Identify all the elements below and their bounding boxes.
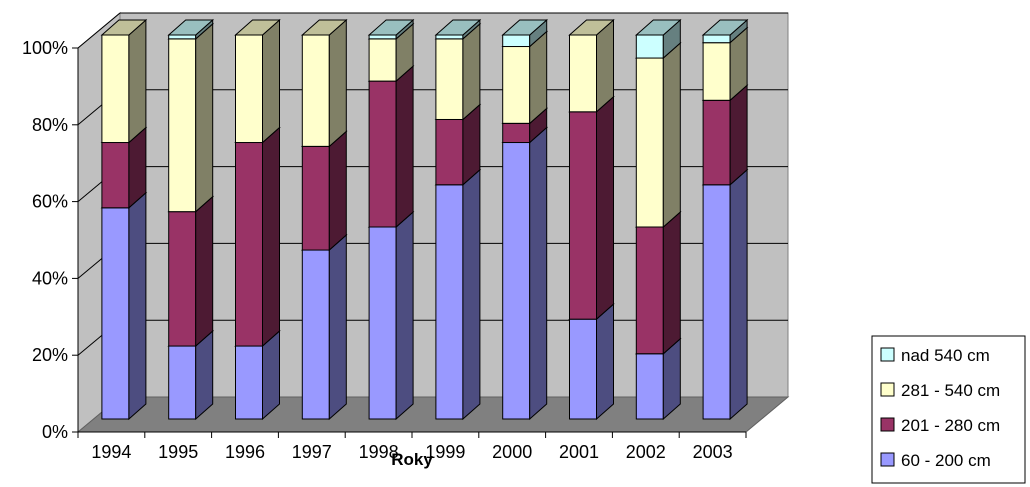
x-tick-label: 2001	[559, 442, 599, 462]
bar-segment	[568, 303, 615, 421]
bar-segment	[568, 18, 615, 113]
bar-segment	[367, 64, 415, 229]
legend-label: nad 540 cm	[901, 346, 990, 365]
x-tick-label: 2002	[626, 442, 666, 462]
legend-label: 60 - 200 cm	[901, 451, 991, 470]
x-tick-label: 1995	[158, 442, 198, 462]
y-tick-label: 60%	[32, 192, 68, 212]
bar-segment	[568, 95, 615, 321]
x-tick-label: 1994	[91, 442, 131, 462]
bar-segment	[300, 233, 348, 421]
legend-swatch	[880, 382, 895, 397]
y-tick-label: 20%	[32, 345, 68, 365]
legend-label: 281 - 540 cm	[901, 381, 1000, 400]
legend-swatch	[880, 347, 895, 362]
x-axis-ticks: 1994 1995 1996 1997 1998 1999 2000 2001 2002 2003	[91, 442, 732, 462]
bar-segment	[100, 191, 148, 421]
x-axis-title: Roky	[391, 450, 433, 469]
legend-item: 281 - 540 cm	[880, 381, 1000, 400]
bar-segment	[501, 18, 549, 48]
bar-segment	[234, 126, 281, 348]
legend-box	[871, 335, 1026, 484]
x-tick-label: 1997	[292, 442, 332, 462]
y-tick-label: 0%	[42, 422, 68, 442]
legend-item: 201 - 280 cm	[880, 416, 1000, 435]
bar-segment	[701, 18, 749, 44]
bar-segment	[634, 337, 682, 421]
bar-segment	[367, 210, 415, 421]
bar-segment	[300, 130, 348, 252]
y-tick-label: 80%	[32, 115, 68, 135]
gridline-side	[77, 12, 121, 49]
bar-segment	[634, 210, 682, 355]
bar-segment	[434, 18, 482, 40]
y-tick-label: 40%	[32, 268, 68, 288]
bar-segment	[100, 18, 148, 144]
x-tick-label: 1996	[225, 442, 265, 462]
bars	[100, 18, 749, 421]
bar-segment	[167, 195, 215, 348]
x-tick-label: 1999	[425, 442, 465, 462]
bar-segment	[701, 168, 749, 421]
bar-segment	[367, 18, 415, 40]
bar-segment	[634, 41, 682, 229]
y-tick-label: 100%	[22, 38, 68, 58]
legend-label: 201 - 280 cm	[901, 416, 1000, 435]
bar-segment	[501, 126, 549, 421]
bar-segment	[167, 22, 215, 213]
bar-segment	[434, 168, 482, 421]
y-axis-ticks: 0% 20% 40% 60% 80% 100%	[22, 38, 68, 442]
axes	[72, 47, 747, 438]
x-tick-label: 2003	[693, 442, 733, 462]
bar-segment	[634, 18, 682, 60]
x-tick-label: 2000	[492, 442, 532, 462]
legend: nad 540 cm 281 - 540 cm 201 - 280 cm 60 - 2…	[871, 335, 1026, 484]
legend-item: 60 - 200 cm	[880, 451, 991, 470]
legend-item: nad 540 cm	[880, 346, 990, 365]
bar-segment	[167, 18, 215, 40]
bar-segment	[234, 18, 281, 144]
legend-swatch	[880, 452, 895, 467]
bar-segment	[434, 22, 482, 121]
x-tick-label: 1998	[359, 442, 399, 462]
legend-swatch	[880, 417, 895, 432]
bar-segment	[300, 18, 348, 148]
